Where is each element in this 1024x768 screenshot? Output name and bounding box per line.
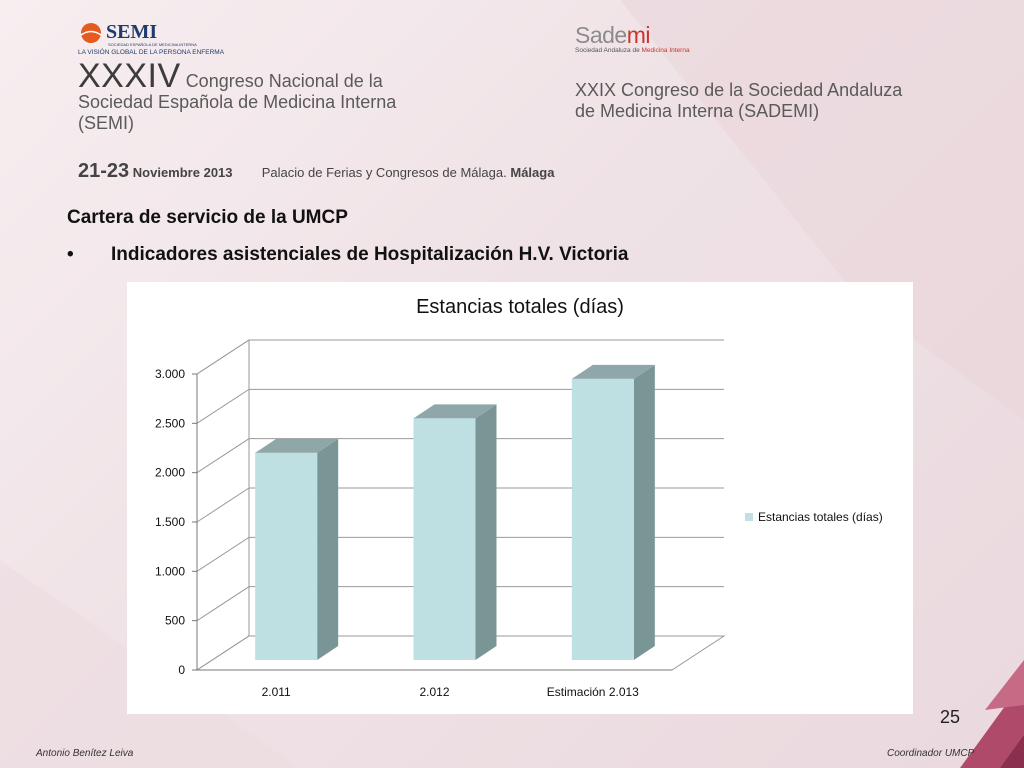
legend-swatch — [745, 513, 753, 521]
bar-front — [255, 452, 318, 660]
sademi-congress-line1: XXIX Congreso de la Sociedad Andaluza — [575, 80, 903, 100]
congress-dates: 21-23 — [78, 160, 130, 182]
bar-top — [571, 364, 655, 379]
semi-sun-icon — [80, 23, 102, 43]
y-tick-label: 3.000 — [155, 367, 185, 381]
gridline — [196, 635, 724, 671]
bar — [571, 364, 655, 660]
bar — [413, 404, 497, 660]
gridline — [196, 586, 724, 622]
gridline — [196, 536, 724, 572]
x-tick-label: Estimación 2.013 — [547, 685, 639, 699]
gridline — [196, 388, 724, 424]
x-tick-label: 2.011 — [262, 685, 291, 699]
legend-label: Estancias totales (días) — [758, 510, 883, 524]
congress-header-left: XXXIV Congreso Nacional de la Sociedad E… — [78, 59, 397, 134]
bar-top — [255, 438, 339, 453]
page-number: 25 — [940, 707, 961, 727]
chart-title: Estancias totales (días) — [416, 296, 624, 318]
bar-chart: Estancias totales (días) 0 500 1.000 1.500 2… — [155, 296, 883, 699]
chart-panel: Estancias totales (días) 0 500 1.000 1.500 2… — [127, 282, 913, 714]
y-tick-label: 0 — [178, 663, 185, 677]
congress-line1: Congreso Nacional de la — [185, 71, 383, 91]
footer-role: Coordinador UMCP — [887, 748, 975, 759]
congress-city: Málaga — [510, 165, 555, 180]
bullet-text: Indicadores asistenciales de Hospitaliza… — [111, 244, 629, 265]
sademi-logo: Sademi Sociedad Andaluza de Medicina Int… — [575, 22, 775, 58]
congress-line2: Sociedad Española de Medicina Interna — [78, 92, 397, 112]
semi-logo: SEMI SOCIEDAD ESPAÑOLA DE MEDICINA INTER… — [78, 21, 224, 60]
congress-dates-venue: 21-23 Noviembre 2013 Palacio de Ferias y… — [78, 160, 554, 183]
bullet-mark: • — [67, 244, 74, 265]
semi-logo-name: SEMI — [106, 21, 158, 43]
semi-logo-tagline: SOCIEDAD ESPAÑOLA DE MEDICINA INTERNA — [108, 42, 197, 47]
gridline — [196, 339, 724, 375]
y-tick-label: 500 — [165, 614, 185, 628]
sademi-congress-line2: de Medicina Interna (SADEMI) — [575, 101, 820, 121]
bar-side — [475, 404, 497, 660]
x-tick-label: 2.012 — [419, 685, 449, 699]
bar-side — [317, 438, 339, 660]
bar-front — [413, 418, 476, 660]
sademi-logo-subtitle: Sociedad Andaluza de Medicina Interna — [575, 47, 690, 54]
bar-top — [413, 404, 497, 419]
bar-side — [633, 364, 655, 660]
gridline — [196, 487, 724, 523]
congress-month: Noviembre 2013 — [132, 165, 233, 180]
y-tick-label: 1.500 — [155, 515, 185, 529]
footer-author: Antonio Benítez Leiva — [36, 748, 134, 759]
bar — [255, 438, 339, 660]
congress-roman-number: XXXIV — [78, 57, 181, 95]
gridline — [196, 438, 724, 474]
y-tick-label: 1.000 — [155, 564, 185, 578]
y-tick-label: 2.000 — [155, 466, 185, 480]
congress-venue: Palacio de Ferias y Congresos de Málaga. — [261, 165, 507, 180]
semi-logo-subtitle: LA VISIÓN GLOBAL DE LA PERSONA ENFERMA — [78, 49, 225, 56]
congress-header-right: XXIX Congreso de la Sociedad Andaluza de… — [575, 80, 902, 122]
y-tick-label: 2.500 — [155, 416, 185, 430]
sademi-logo-name: Sademi — [575, 22, 651, 48]
slide-bullet: • Indicadores asistenciales de Hospitaliz… — [67, 244, 628, 266]
bar-front — [571, 378, 634, 660]
congress-line3: (SEMI) — [78, 113, 134, 133]
slide-title: Cartera de servicio de la UMCP — [67, 207, 348, 228]
